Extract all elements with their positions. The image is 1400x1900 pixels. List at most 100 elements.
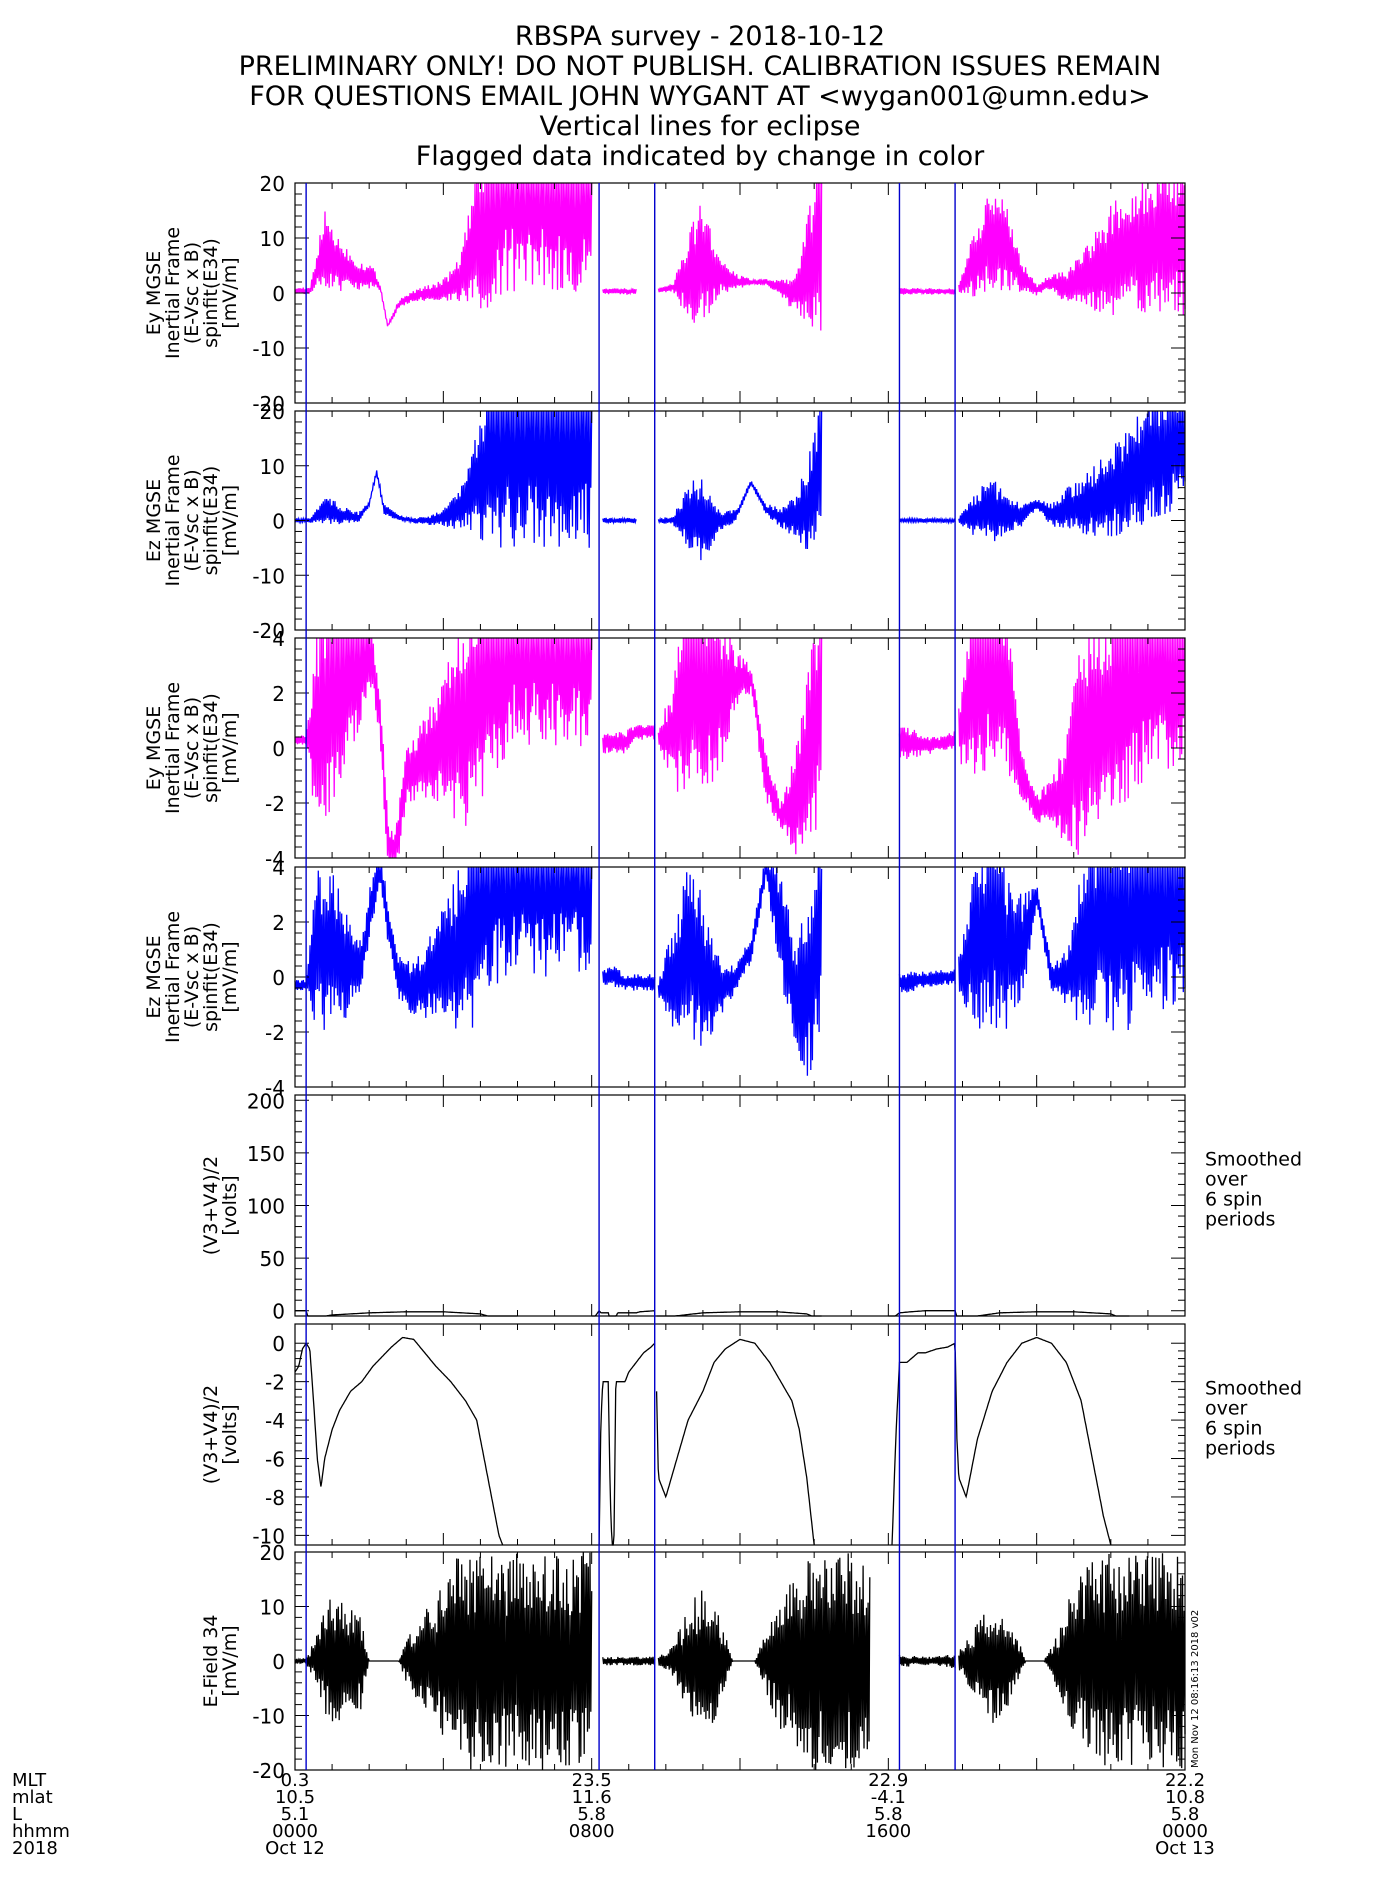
panel-vavg200-ytick-label: 0 <box>272 1300 285 1324</box>
panel-e34-ylabel-line: [mV/m] <box>219 1625 241 1696</box>
chart-title-block: RBSPA survey - 2018-10-12 PRELIMINARY ON… <box>0 22 1400 172</box>
xaxis-value: 22.9 <box>868 1770 908 1791</box>
panel-ez4-ytick-label: 0 <box>272 966 285 990</box>
panel-ey4-ylabel: Ey MGSEInertial Frame(E-Vsc x B)spinfit(… <box>143 682 241 814</box>
panel-ey20-trace-1 <box>602 287 637 296</box>
panel-vavg200-ytick-label: 150 <box>247 1142 285 1166</box>
panel-vavg200-note-line: Smoothed <box>1205 1149 1302 1171</box>
xaxis-value: 23.5 <box>572 1770 612 1791</box>
panel-ez20-ytick-label: -10 <box>252 564 285 588</box>
panel-vavg200-trace-2 <box>656 1311 822 1317</box>
panel-ez20-ytick-label: 0 <box>272 510 285 534</box>
panel-e34-ytick-label: 0 <box>272 1650 285 1674</box>
panel-ez20-trace-2 <box>657 410 823 561</box>
panel-vavg10-ylabel: (V3+V4)/2[volts] <box>200 1385 241 1484</box>
panel-vavg200-frame <box>294 1094 1186 1317</box>
panel-ez20-trace-3 <box>898 515 956 525</box>
panel-vavg10-ylabel-line: (V3+V4)/2 <box>200 1385 222 1484</box>
xaxis-value: 0000 <box>272 1821 318 1842</box>
panel-ez4-trace-0 <box>294 866 593 1030</box>
panel-vavg10-ytick-label: -4 <box>265 1409 285 1433</box>
panel-ey20-ytick-label: 20 <box>260 172 285 196</box>
panel-vavg10-trace-0 <box>294 1336 504 1546</box>
xaxis-value: 5.8 <box>1171 1804 1200 1825</box>
panel-ez4-trace-3 <box>898 969 956 993</box>
panel-vavg200-note: Smoothed over 6 spin periods <box>1205 1149 1302 1231</box>
panel-ez4-ytick-label: 2 <box>272 911 285 935</box>
xaxis-value: 5.8 <box>874 1804 903 1825</box>
panel-ey20-ytick-label: 0 <box>272 282 285 306</box>
panel-ey20-ytick-label: -10 <box>252 337 285 361</box>
panel-ez20-ylabel: Ez MGSEInertial Frame(E-Vsc x B)spinfit(… <box>143 454 241 586</box>
panel-vavg10-trace-3 <box>891 1336 1112 1546</box>
panel-ey20-ytick-label: -20 <box>252 392 285 416</box>
panel-e34-ylabel-line: E-Field 34 <box>200 1615 222 1708</box>
panel-ey20-ylabel-line: Inertial Frame <box>162 227 184 359</box>
panel-e34-ytick-label: 20 <box>260 1541 285 1565</box>
panel-vavg200-trace-1 <box>591 1309 655 1317</box>
panel-ey4-ytick-label: -2 <box>265 792 285 816</box>
panel-ez4-trace-1 <box>602 966 656 991</box>
panel-vavg10-ytick-label: 0 <box>272 1332 285 1356</box>
panel-vavg10-trace-2 <box>655 1338 815 1546</box>
panel-vavg200-note-line: 6 spin <box>1205 1189 1262 1211</box>
xaxis-value: 0800 <box>569 1821 615 1842</box>
xaxis-value: Oct 13 <box>1155 1838 1215 1859</box>
panel-vavg10-note-line: 6 spin <box>1205 1418 1262 1440</box>
chart-note-eclipse: Vertical lines for eclipse <box>539 111 861 142</box>
chart-note-flagged: Flagged data indicated by change in colo… <box>415 141 985 172</box>
panel-ey4-ytick-label: 2 <box>272 682 285 706</box>
panel-e34-trace-1 <box>602 1656 656 1666</box>
panel-ey20-ylabel-line: (E-Vsc x B) <box>181 242 203 344</box>
panel-ez4-ylabel-line: (E-Vsc x B) <box>181 926 203 1028</box>
panel-ey4-ylabel-line: [mV/m] <box>219 712 241 783</box>
xaxis-value: 10.8 <box>1165 1787 1205 1808</box>
panel-ey4-ylabel-line: Ey MGSE <box>143 706 165 790</box>
side-timestamp-note: Mon Nov 12 08:16:13 2018 v02 <box>1190 1610 1201 1768</box>
panel-e34-trace-3 <box>898 1654 956 1669</box>
panel-ey20-trace-3 <box>898 287 956 296</box>
panel-ey4-ytick-label: -4 <box>265 847 285 871</box>
panel-vavg200-note-line: periods <box>1205 1209 1275 1231</box>
panel-ey20-trace-2 <box>657 182 823 331</box>
chart-contact: FOR QUESTIONS EMAIL JOHN WYGANT AT <wyga… <box>249 81 1151 112</box>
panel-vavg10-ytick-label: -10 <box>252 1524 285 1548</box>
panel-vavg200-ytick-label: 200 <box>247 1089 285 1113</box>
panel-vavg10-note-line: Smoothed <box>1205 1378 1302 1400</box>
xaxis-value: Oct 12 <box>265 1838 325 1859</box>
panel-ey20-ytick-label: 10 <box>260 227 285 251</box>
xaxis-value: 1600 <box>865 1821 911 1842</box>
panel-ez20-trace-1 <box>602 516 637 525</box>
panel-ey4-trace-1 <box>602 723 656 754</box>
panel-ez4-ylabel-line: spinfit(E34) <box>200 922 222 1032</box>
panel-ey20-ylabel-line: Ey MGSE <box>143 251 165 335</box>
xaxis-value: 0000 <box>1162 1821 1208 1842</box>
xaxis-value: -4.1 <box>871 1787 906 1808</box>
xaxis-value: 5.1 <box>281 1804 310 1825</box>
panel-ey4-ytick-label: 4 <box>272 627 285 651</box>
panel-ey20-trace-0 <box>294 182 593 327</box>
xaxis-value: 0.3 <box>281 1770 310 1791</box>
xaxis-row-label: 2018 <box>12 1838 58 1859</box>
panel-ez20-ylabel-line: Inertial Frame <box>162 454 184 586</box>
panel-vavg200-trace-3 <box>888 1310 1130 1317</box>
xaxis-row-label: L <box>12 1804 22 1825</box>
panel-ez20-trace-4 <box>958 410 1186 542</box>
panel-vavg200-ylabel-line: [volts] <box>219 1175 241 1235</box>
panel-vavg10-ytick-label: -6 <box>265 1448 285 1472</box>
panel-vavg10-ylabel-line: [volts] <box>219 1404 241 1464</box>
panel-ey4-trace-0 <box>294 637 593 859</box>
panel-ez4-trace-2 <box>657 866 823 1076</box>
panel-vavg200-ytick-label: 50 <box>260 1247 285 1271</box>
panel-vavg10-trace-1 <box>598 1342 656 1546</box>
xaxis-row-label: hhmm <box>12 1821 70 1842</box>
chart-title: RBSPA survey - 2018-10-12 <box>514 21 886 52</box>
panel-ez20-ylabel-line: Ez MGSE <box>143 479 165 562</box>
panel-vavg10-ytick-label: -8 <box>265 1486 285 1510</box>
panel-ez4-ytick-label: -4 <box>265 1076 285 1100</box>
panel-ez4-ytick-label: -2 <box>265 1021 285 1045</box>
panel-ez20-ytick-label: 20 <box>260 400 285 424</box>
xaxis-value: 11.6 <box>572 1787 612 1808</box>
panel-ez4-trace-4 <box>958 866 1186 1031</box>
panel-ey20-ylabel-line: spinfit(E34) <box>200 238 222 348</box>
